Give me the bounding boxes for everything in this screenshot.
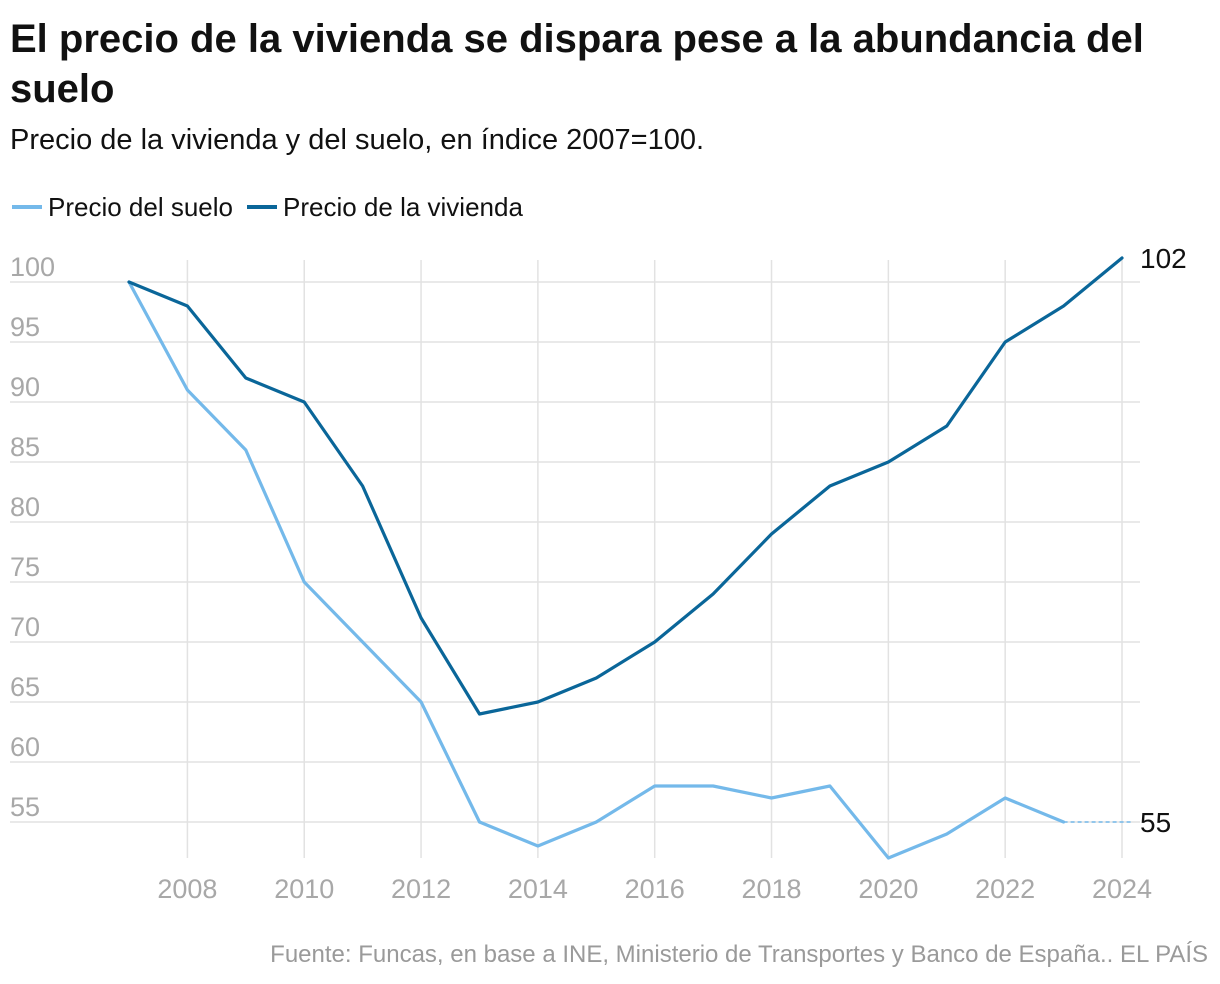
legend-item-vivienda: Precio de la vivienda bbox=[247, 192, 523, 223]
source-note: Fuente: Funcas, en base a INE, Ministeri… bbox=[270, 941, 1208, 968]
legend-item-suelo: Precio del suelo bbox=[12, 192, 233, 223]
x-tick-label-2016: 2016 bbox=[625, 874, 685, 904]
x-tick-label-2018: 2018 bbox=[741, 874, 801, 904]
y-tick-label-70: 70 bbox=[10, 612, 40, 642]
y-tick-label-85: 85 bbox=[10, 432, 40, 462]
series-line-suelo bbox=[127, 280, 1066, 860]
end-label-suelo: 55 bbox=[1140, 807, 1171, 838]
x-tick-label-2022: 2022 bbox=[975, 874, 1035, 904]
chart-subtitle: Precio de la vivienda y del suelo, en ín… bbox=[10, 124, 705, 156]
legend-label-suelo: Precio del suelo bbox=[48, 191, 233, 222]
y-tick-label-65: 65 bbox=[10, 672, 40, 702]
y-tick-label-55: 55 bbox=[10, 792, 40, 822]
x-tick-label-2010: 2010 bbox=[274, 874, 334, 904]
x-tick-label-2012: 2012 bbox=[391, 874, 451, 904]
legend-swatch-vivienda bbox=[247, 205, 277, 209]
y-tick-label-80: 80 bbox=[10, 492, 40, 522]
x-tick-label-2024: 2024 bbox=[1092, 874, 1152, 904]
x-tick-label-2020: 2020 bbox=[858, 874, 918, 904]
x-tick-label-2008: 2008 bbox=[157, 874, 217, 904]
legend: Precio del suelo Precio de la vivienda bbox=[12, 190, 537, 224]
y-tick-label-90: 90 bbox=[10, 372, 40, 402]
y-tick-label-75: 75 bbox=[10, 552, 40, 582]
series-line-vivienda bbox=[127, 256, 1124, 716]
end-label-vivienda: 102 bbox=[1140, 243, 1187, 274]
legend-swatch-suelo bbox=[12, 205, 42, 209]
chart-title: El precio de la vivienda se dispara pese… bbox=[10, 17, 1144, 111]
y-tick-label-100: 100 bbox=[10, 252, 55, 282]
y-tick-label-60: 60 bbox=[10, 732, 40, 762]
y-tick-label-95: 95 bbox=[10, 312, 40, 342]
legend-label-vivienda: Precio de la vivienda bbox=[283, 191, 523, 222]
x-tick-label-2014: 2014 bbox=[508, 874, 568, 904]
